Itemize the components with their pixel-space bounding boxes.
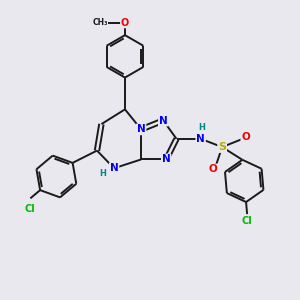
Text: O: O	[241, 132, 250, 142]
Text: S: S	[218, 142, 226, 152]
Text: N: N	[196, 134, 205, 144]
Text: O: O	[121, 17, 129, 28]
Text: N: N	[110, 163, 118, 173]
Text: Cl: Cl	[242, 215, 252, 226]
Text: CH₃: CH₃	[93, 18, 109, 27]
Text: Cl: Cl	[25, 204, 35, 214]
Text: H: H	[199, 123, 206, 132]
Text: N: N	[137, 124, 146, 134]
Text: H: H	[100, 169, 106, 178]
Text: N: N	[162, 154, 171, 164]
Text: O: O	[208, 164, 217, 174]
Text: N: N	[159, 116, 168, 126]
